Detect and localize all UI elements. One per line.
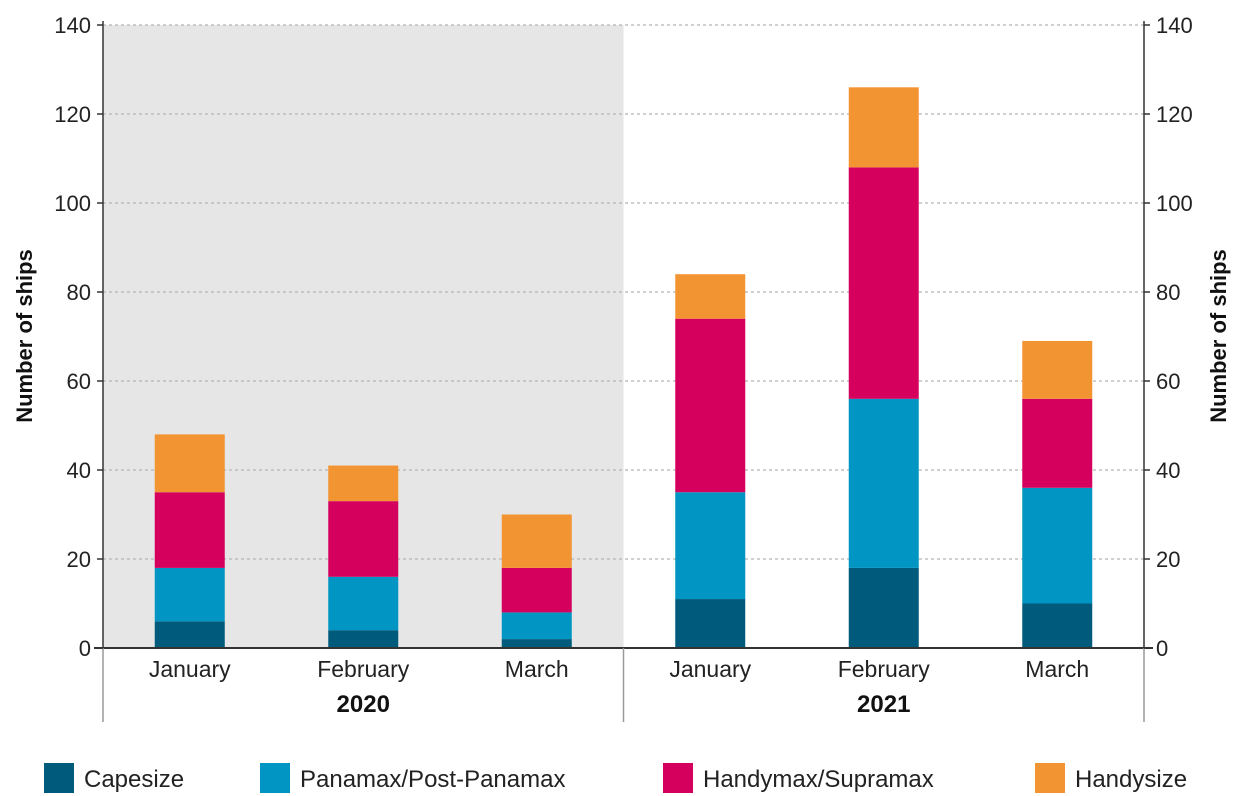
legend-label: Handysize bbox=[1075, 766, 1187, 793]
bar-segment bbox=[848, 398, 919, 568]
bar-segment bbox=[1022, 340, 1093, 399]
y-tick-label-left: 0 bbox=[79, 636, 91, 661]
y-tick-label-right: 140 bbox=[1156, 13, 1193, 38]
bar-segment bbox=[848, 87, 919, 168]
y-tick-label-left: 40 bbox=[67, 458, 91, 483]
bar-segment bbox=[501, 639, 572, 648]
x-tick-label: March bbox=[505, 656, 569, 682]
legend-label: Handymax/Supramax bbox=[703, 766, 934, 793]
legend-item: Capesize bbox=[44, 763, 184, 793]
x-tick-label: February bbox=[317, 656, 410, 682]
bar-segment bbox=[154, 621, 225, 648]
y-axis-right-ticks: 0 20 40 60 80 100 120 140 bbox=[1144, 13, 1193, 661]
legend: Capesize Panamax/Post-Panamax Handymax/Sup… bbox=[44, 763, 1187, 793]
y-tick-label-right: 60 bbox=[1156, 369, 1180, 394]
bar-segment bbox=[675, 492, 746, 600]
x-tick-label: March bbox=[1025, 656, 1089, 682]
legend-swatch bbox=[1035, 763, 1065, 793]
bar-segment bbox=[328, 501, 399, 577]
bar-segment bbox=[328, 576, 399, 631]
legend-item: Handysize bbox=[1035, 763, 1187, 793]
legend-swatch bbox=[44, 763, 74, 793]
bar-segment bbox=[154, 492, 225, 568]
y-tick-label-left: 20 bbox=[67, 547, 91, 572]
bar-segment bbox=[1022, 398, 1093, 488]
legend-label: Panamax/Post-Panamax bbox=[300, 766, 565, 793]
bar-segment bbox=[154, 434, 225, 493]
x-tick-label: January bbox=[149, 656, 231, 682]
y-tick-label-left: 60 bbox=[67, 369, 91, 394]
group-label: 2021 bbox=[857, 691, 910, 718]
y-tick-label-left: 80 bbox=[67, 280, 91, 305]
bar-segment bbox=[328, 630, 399, 648]
y-tick-label-right: 0 bbox=[1156, 636, 1168, 661]
legend-swatch bbox=[663, 763, 693, 793]
x-tick-label: February bbox=[838, 656, 931, 682]
y-tick-label-left: 120 bbox=[54, 102, 91, 127]
bar-segment bbox=[675, 599, 746, 648]
y-tick-label-right: 100 bbox=[1156, 191, 1193, 216]
y-axis-right-label: Number of ships bbox=[1206, 249, 1231, 423]
legend-item: Panamax/Post-Panamax bbox=[260, 763, 565, 793]
legend-swatch bbox=[260, 763, 290, 793]
x-tick-label: January bbox=[669, 656, 751, 682]
bar-segment bbox=[328, 465, 399, 502]
bar-segment bbox=[848, 567, 919, 648]
y-axis-left-ticks: 0 20 40 60 80 100 120 140 bbox=[54, 13, 103, 661]
bar-segment bbox=[1022, 603, 1093, 648]
bar-segment bbox=[848, 167, 919, 399]
bar-segment bbox=[1022, 487, 1093, 604]
bars bbox=[154, 87, 1093, 648]
y-tick-label-right: 40 bbox=[1156, 458, 1180, 483]
x-axis-groups: 2020 2021 bbox=[337, 691, 911, 718]
bar-segment bbox=[501, 612, 572, 640]
bar-segment bbox=[675, 274, 746, 319]
axes bbox=[94, 21, 1153, 722]
y-tick-label-right: 80 bbox=[1156, 280, 1180, 305]
bar-segment bbox=[501, 514, 572, 568]
y-tick-label-right: 20 bbox=[1156, 547, 1180, 572]
legend-item: Handymax/Supramax bbox=[663, 763, 934, 793]
y-tick-label-right: 120 bbox=[1156, 102, 1193, 127]
y-axis-left-label: Number of ships bbox=[12, 249, 37, 423]
bar-segment bbox=[675, 318, 746, 493]
bar-segment bbox=[501, 567, 572, 613]
x-axis-categories: January February March January February March bbox=[149, 656, 1089, 682]
bar-segment bbox=[154, 567, 225, 622]
group-label: 2020 bbox=[337, 691, 390, 718]
y-tick-label-left: 100 bbox=[54, 191, 91, 216]
legend-label: Capesize bbox=[84, 766, 184, 793]
y-tick-label-left: 140 bbox=[54, 13, 91, 38]
